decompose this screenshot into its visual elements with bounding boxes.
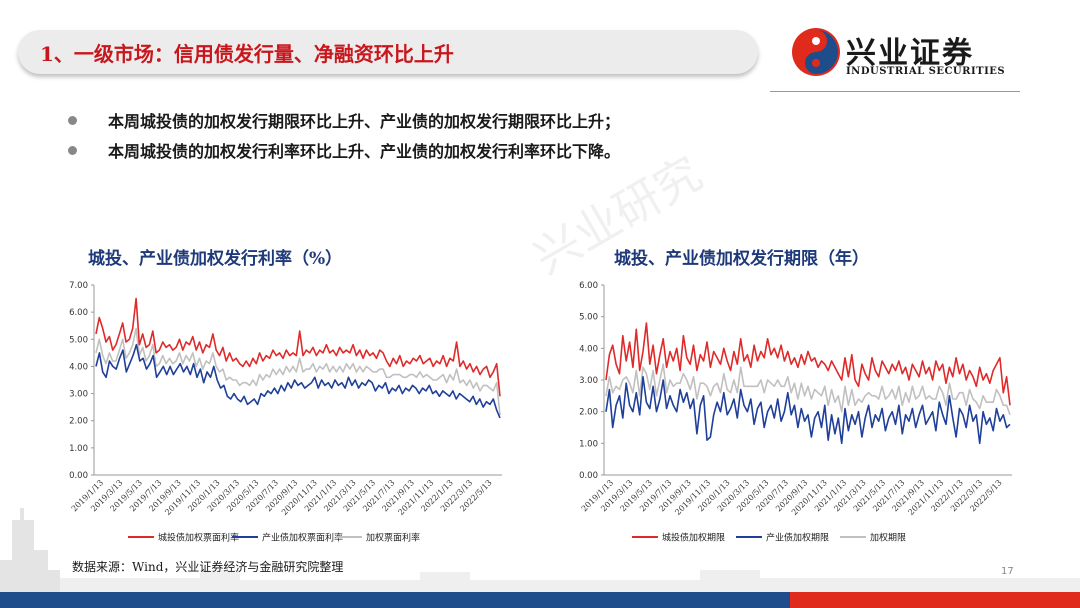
y-tick-label: 1.00 xyxy=(69,444,88,454)
y-tick-label: 0.00 xyxy=(69,471,88,481)
title-banner xyxy=(18,30,758,74)
series-line xyxy=(95,343,501,419)
footer-bar-blue xyxy=(0,592,790,608)
y-tick-label: 6.00 xyxy=(69,308,88,318)
y-tick-label: 5.00 xyxy=(579,313,598,323)
logo-english-text: INDUSTRIAL SECURITIES xyxy=(846,66,1006,77)
y-tick-label: 1.00 xyxy=(579,439,598,449)
y-tick-label: 2.00 xyxy=(69,417,88,427)
legend-label: 产业债加权期限 xyxy=(766,532,829,544)
legend-label: 产业债加权票面利率 xyxy=(262,532,343,544)
footer-bar-red xyxy=(790,592,1080,608)
y-tick-label: 4.00 xyxy=(69,362,88,372)
term-line-chart: 0.001.002.003.004.005.006.002019/1/13201… xyxy=(579,281,1012,544)
company-logo: 兴业证券 INDUSTRIAL SECURITIES xyxy=(790,26,1050,80)
bullet-dot-icon xyxy=(68,116,77,125)
page-number: 17 xyxy=(1001,566,1014,577)
series-line xyxy=(95,327,501,416)
y-tick-label: 7.00 xyxy=(69,281,88,291)
y-tick-label: 4.00 xyxy=(579,344,598,354)
bullet-dot-icon xyxy=(68,146,77,155)
y-tick-label: 3.00 xyxy=(69,390,88,400)
y-tick-label: 2.00 xyxy=(579,408,598,418)
data-source-note: 数据来源：Wind，兴业证券经济与金融研究院整理 xyxy=(72,560,344,574)
bullet-text: 本周城投债的加权发行期限环比上升、产业债的加权发行期限环比上升； xyxy=(108,112,621,131)
header-divider xyxy=(770,91,1020,92)
legend-label: 加权期限 xyxy=(870,532,906,544)
y-tick-label: 0.00 xyxy=(579,471,598,481)
chart-title-term: 城投、产业债加权发行期限（年） xyxy=(614,249,869,269)
series-line xyxy=(605,363,1011,416)
y-tick-label: 6.00 xyxy=(579,281,598,291)
chart-title-rate: 城投、产业债加权发行利率（%） xyxy=(88,249,343,269)
legend-label: 城投债加权期限 xyxy=(662,532,725,544)
legend-label: 加权票面利率 xyxy=(366,532,420,544)
series-line xyxy=(605,322,1011,406)
logo-emblem-icon xyxy=(792,28,840,76)
series-line xyxy=(95,297,501,397)
y-tick-label: 3.00 xyxy=(579,376,598,386)
page-title: 1、一级市场：信用债发行量、净融资环比上升 xyxy=(40,42,454,66)
legend-label: 城投债加权票面利率 xyxy=(158,532,239,544)
logo-chinese-text: 兴业证券 xyxy=(846,36,974,71)
skyline-decoration xyxy=(0,508,1080,592)
series-line xyxy=(605,376,1011,445)
rate-line-chart: 0.001.002.003.004.005.006.007.002019/1/1… xyxy=(69,281,502,544)
bullet-text: 本周城投债的加权发行利率环比上升、产业债的加权发行利率环比下降。 xyxy=(108,142,621,161)
y-tick-label: 5.00 xyxy=(69,335,88,345)
